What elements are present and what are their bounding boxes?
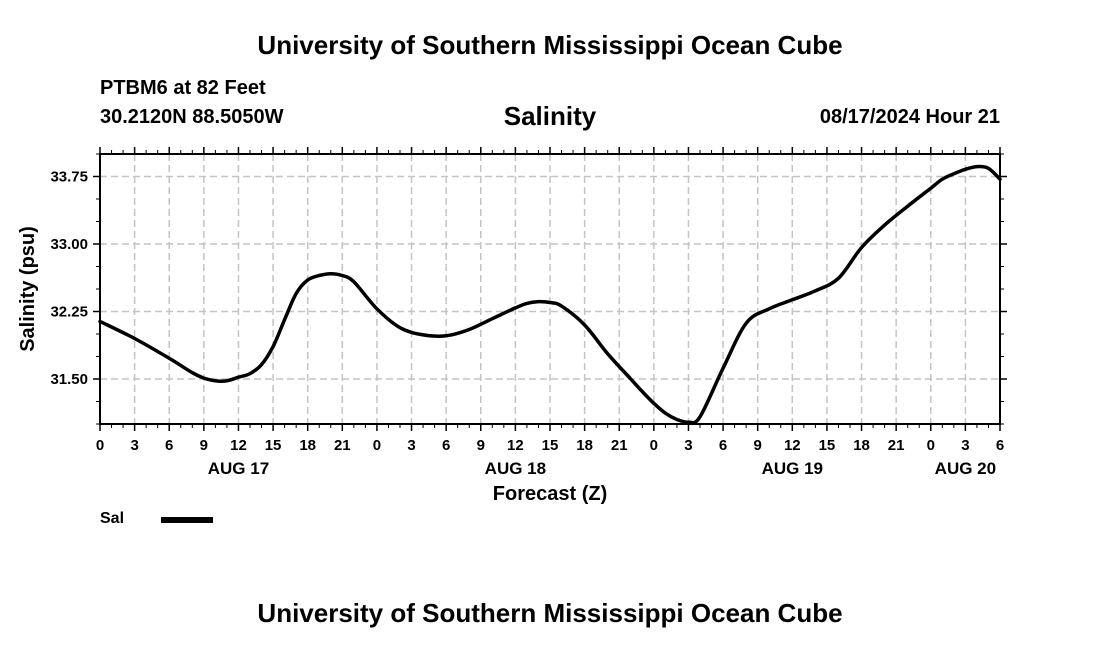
x-tick-label: 21: [611, 437, 628, 454]
forecast-datetime: 08/17/2024 Hour 21: [819, 106, 1000, 128]
x-day-label: AUG 20: [935, 459, 996, 478]
x-tick-label: 0: [96, 437, 104, 454]
x-tick-label: 21: [334, 437, 351, 454]
x-tick-label: 3: [407, 437, 415, 454]
y-tick-label: 33.00: [50, 236, 88, 253]
station-label: PTBM6 at 82 Feet: [100, 77, 266, 99]
y-tick-label: 33.75: [50, 169, 88, 186]
x-day-label: AUG 19: [762, 459, 823, 478]
x-tick-label: 18: [853, 437, 870, 454]
x-tick-label: 15: [542, 437, 559, 454]
x-day-label: AUG 17: [208, 459, 269, 478]
x-tick-label: 12: [507, 437, 524, 454]
x-tick-label: 9: [200, 437, 208, 454]
y-tick-label: 31.50: [50, 371, 88, 388]
x-tick-label: 6: [719, 437, 727, 454]
series-line-sal: [98, 164, 1002, 425]
chart-title: Salinity: [503, 101, 597, 131]
x-tick-label: 12: [784, 437, 801, 454]
x-tick-label: 6: [996, 437, 1004, 454]
x-tick-label: 6: [165, 437, 173, 454]
x-tick-label: 3: [961, 437, 969, 454]
x-tick-label: 0: [373, 437, 381, 454]
x-tick-label: 0: [650, 437, 658, 454]
x-axis-label: Forecast (Z): [493, 483, 607, 505]
org-title: University of Southern Mississippi Ocean…: [257, 30, 843, 60]
x-tick-label: 15: [819, 437, 836, 454]
x-tick-label: 9: [477, 437, 485, 454]
x-tick-label: 6: [442, 437, 450, 454]
x-tick-label: 9: [754, 437, 762, 454]
x-tick-label: 21: [888, 437, 905, 454]
x-tick-label: 12: [230, 437, 247, 454]
y-axis-label: Salinity (psu): [17, 226, 39, 352]
x-tick-label: 3: [684, 437, 692, 454]
y-tick-label: 32.25: [50, 304, 88, 321]
x-tick-label: 18: [576, 437, 593, 454]
legend-label: Sal: [100, 510, 125, 527]
station-coords: 30.2120N 88.5050W: [100, 106, 284, 128]
footer-org-title: University of Southern Mississippi Ocean…: [257, 598, 843, 628]
x-tick-label: 15: [265, 437, 282, 454]
x-day-label: AUG 18: [485, 459, 546, 478]
x-tick-label: 0: [927, 437, 935, 454]
x-tick-label: 3: [130, 437, 138, 454]
x-tick-label: 18: [299, 437, 316, 454]
legend-swatch: [161, 517, 213, 523]
